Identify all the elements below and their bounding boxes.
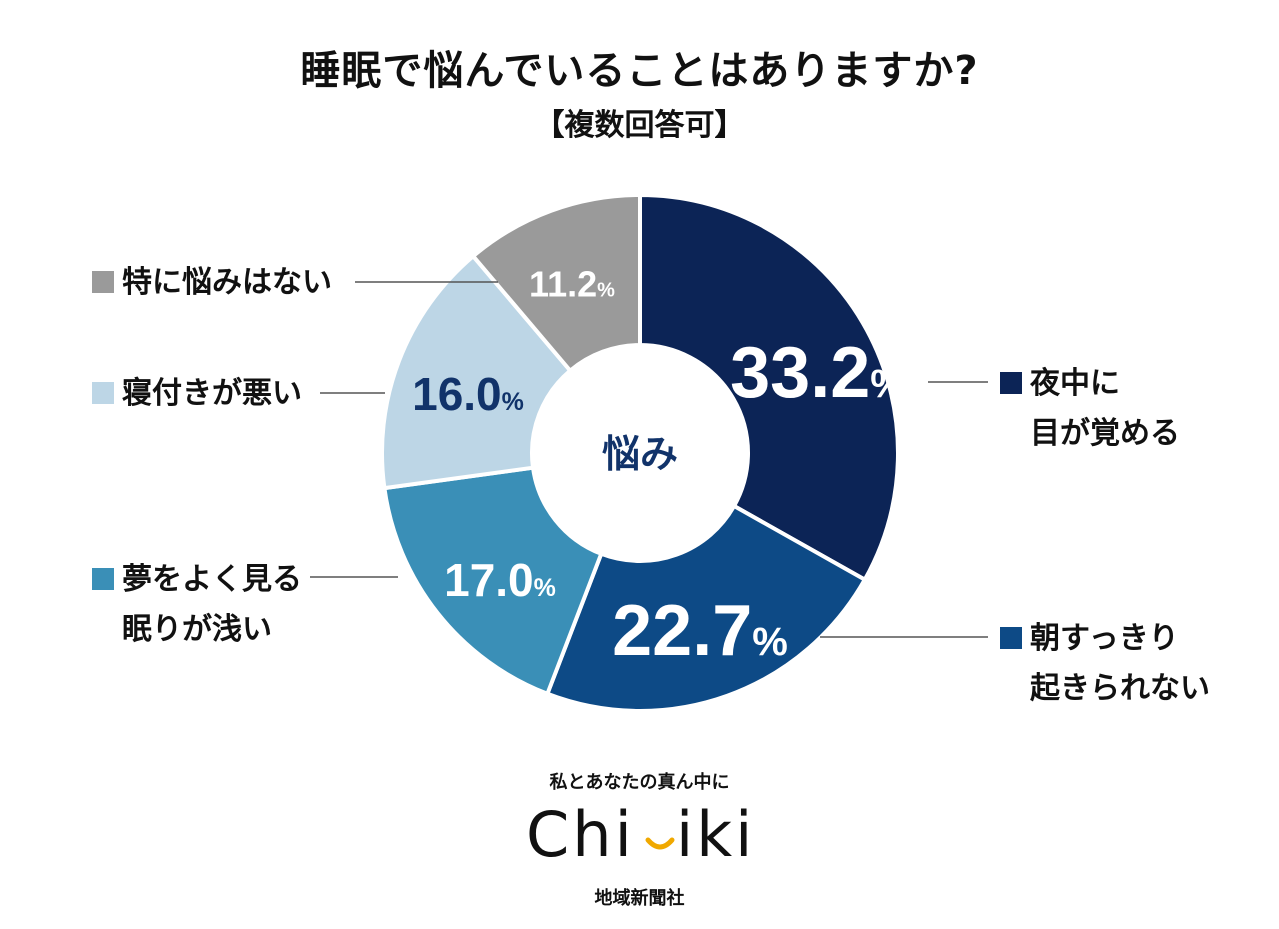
legend-label: 夜中に [1030, 366, 1120, 401]
legend-label: 特に悩みはない [122, 265, 332, 300]
legend-swatch [1000, 372, 1022, 394]
slice-value-label: 16.0% [412, 368, 524, 420]
legend-label-line2: 眠りが浅い [122, 612, 272, 647]
legend-label-line2: 起きられない [1030, 671, 1210, 706]
legend-label: 寝付きが悪い [122, 376, 302, 411]
legend-swatch [92, 568, 114, 590]
svg-text:Chi: Chi [526, 800, 635, 870]
legend-label-line2: 目が覚める [1030, 416, 1180, 451]
slice-value-label: 22.7% [612, 591, 788, 671]
brand-tagline: 私とあなたの真ん中に [549, 772, 730, 793]
brand-logo: Chi iki [0, 800, 1279, 885]
pie-slice [470, 192, 642, 374]
chart-subtitle: 【複数回答可】 [534, 108, 745, 143]
pie-slice [380, 253, 573, 491]
slice-value-label: 17.0% [444, 554, 556, 606]
donut-center-label: 悩み [602, 432, 678, 476]
legend-label: 朝すっきり [1030, 621, 1179, 656]
svg-text:iki: iki [676, 800, 755, 870]
legend-swatch [1000, 627, 1022, 649]
chart-title: 睡眠で悩んでいることはありますか? [300, 48, 979, 94]
chiiki-logo-icon: Chi iki [526, 800, 755, 870]
pie-slice [382, 465, 604, 697]
pie-slice [544, 503, 868, 713]
slice-value-label: 33.2% [730, 333, 906, 413]
slice-value-label: 11.2% [529, 264, 615, 305]
legend-label: 夢をよく見る [122, 562, 302, 597]
brand-company-name: 地域新聞社 [594, 888, 685, 909]
pie-slice [638, 192, 900, 583]
legend-swatch [92, 382, 114, 404]
legend-swatch [92, 271, 114, 293]
